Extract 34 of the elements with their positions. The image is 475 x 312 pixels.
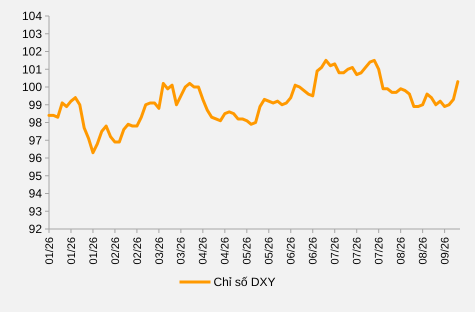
x-tick-label: 05/26 (242, 237, 254, 265)
x-tick-label: 08/26 (417, 237, 430, 265)
x-tick-label: 01/26 (66, 237, 78, 265)
x-tick-label: 04/26 (198, 237, 210, 265)
y-tick-label: 94 (28, 186, 42, 201)
line-series (48, 58, 460, 154)
y-tick-label: 98 (28, 116, 42, 130)
x-tick-label: 04/26 (220, 237, 232, 265)
x-tick-label: 01/26 (88, 237, 100, 265)
x-tick-label: 03/26 (176, 237, 188, 265)
x-tick-label: 02/26 (110, 237, 122, 265)
x-tick-label: 06/26 (286, 237, 298, 265)
y-tick-label: 95 (28, 168, 42, 183)
legend-label: Chỉ số DXY (214, 275, 276, 290)
x-tick-label: 07/26 (352, 237, 364, 265)
x-tick-label: 06/26 (308, 237, 320, 265)
x-tick-label: 07/26 (374, 237, 386, 265)
x-tick-label: 08/26 (396, 237, 408, 265)
y-tick-label: 96 (28, 151, 42, 166)
y-tick-label: 97 (28, 133, 42, 148)
x-tick-label: 05/26 (264, 237, 276, 265)
y-tick-label: 92 (28, 222, 42, 236)
y-tick-label: 104 (22, 9, 42, 24)
x-tick-label: 03/26 (154, 237, 166, 265)
y-tick-label: 101 (22, 62, 42, 76)
x-tick-label: 01/26 (44, 237, 56, 265)
x-tick-label: 07/26 (330, 237, 342, 265)
y-tick-label: 103 (22, 26, 42, 41)
x-tick-label: 09/26 (439, 237, 452, 265)
y-tick-label: 99 (28, 98, 42, 112)
y-tick-label: 102 (22, 44, 42, 59)
x-tick-label: 02/26 (132, 237, 144, 265)
y-tick-label: 93 (28, 204, 42, 218)
y-tick-label: 100 (22, 80, 42, 94)
